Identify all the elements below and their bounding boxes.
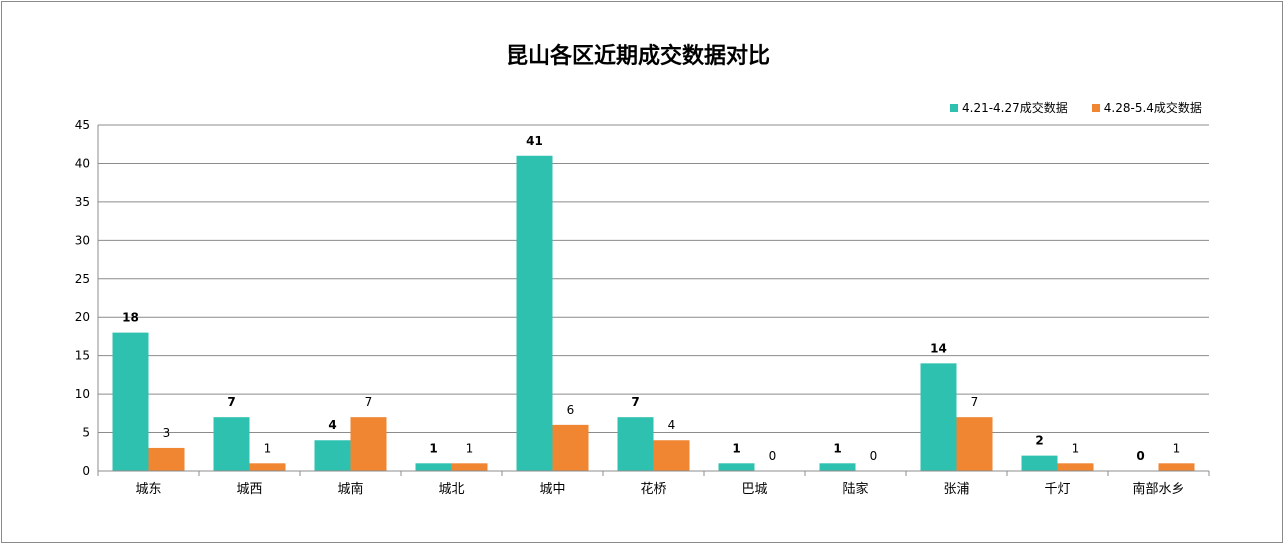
bar-series-2 [451, 463, 488, 471]
data-label-series-1: 18 [122, 311, 139, 325]
x-tick-label: 陆家 [842, 481, 868, 497]
bar-series-2 [1057, 463, 1094, 471]
data-label-series-1: 1 [833, 441, 841, 455]
data-label-series-1: 0 [1136, 449, 1144, 463]
data-label-series-1: 41 [526, 134, 543, 148]
legend-label-series-2: 4.28-5.4成交数据 [1103, 101, 1202, 115]
data-label-series-2: 0 [870, 449, 878, 463]
y-tick-label: 5 [82, 426, 90, 440]
chart-title: 昆山各区近期成交数据对比 [505, 43, 770, 69]
grid-lines [98, 124, 1209, 434]
data-label-series-1: 7 [631, 395, 639, 409]
y-tick-label: 45 [75, 118, 90, 132]
bar-series-1 [415, 463, 452, 471]
x-tick-label: 城西 [236, 482, 262, 497]
bar-series-1 [819, 463, 856, 471]
y-tick-label: 35 [75, 195, 90, 209]
data-label-series-1: 14 [930, 341, 947, 355]
x-tick-label: 张浦 [943, 482, 969, 497]
x-tick-label: 南部水乡 [1132, 481, 1184, 497]
data-label-series-2: 7 [971, 395, 979, 409]
y-tick-label: 0 [82, 464, 90, 478]
data-label-series-2: 4 [668, 418, 676, 432]
bar-series-1 [920, 363, 957, 471]
data-label-series-1: 1 [429, 441, 437, 455]
chart-legend: 4.21-4.27成交数据 4.28-5.4成交数据 [950, 99, 1226, 116]
legend-label-series-1: 4.21-4.27成交数据 [962, 101, 1068, 115]
data-label-series-2: 0 [769, 449, 777, 463]
bar-series-1 [718, 463, 755, 471]
data-label-series-2: 1 [466, 441, 474, 455]
data-label-series-2: 6 [567, 403, 575, 417]
bar-series-2 [552, 424, 589, 471]
data-label-series-1: 4 [328, 418, 336, 432]
y-tick-label: 15 [75, 349, 90, 363]
x-tick-label: 千灯 [1044, 482, 1070, 497]
legend-swatch-series-1 [950, 103, 958, 112]
x-tick-label: 花桥 [640, 481, 666, 497]
y-tick-label: 25 [75, 272, 90, 286]
data-label-series-2: 1 [1072, 441, 1080, 455]
bar-series-1 [516, 155, 553, 471]
bar-series-1 [1021, 455, 1058, 471]
bars [112, 155, 1195, 471]
x-tick-label: 城中 [539, 482, 565, 497]
y-tick-label: 10 [75, 387, 90, 401]
data-label-series-1: 7 [227, 395, 235, 409]
bar-series-2 [956, 417, 993, 471]
legend-item-series-2: 4.28-5.4成交数据 [1091, 99, 1202, 116]
y-tick-label: 40 [75, 156, 90, 170]
x-tick-label: 城北 [438, 482, 464, 497]
bar-series-1 [112, 332, 149, 471]
data-label-series-2: 7 [365, 395, 373, 409]
legend-item-series-1: 4.21-4.27成交数据 [950, 99, 1068, 116]
data-label-series-2: 1 [1173, 441, 1181, 455]
data-label-series-1: 1 [732, 441, 740, 455]
bar-series-2 [148, 447, 185, 471]
bar-series-1 [617, 417, 654, 471]
bar-series-1 [213, 417, 250, 471]
bar-series-2 [1158, 463, 1195, 471]
data-label-series-2: 3 [163, 426, 171, 440]
y-tick-label: 30 [75, 233, 90, 247]
bar-series-2 [249, 463, 286, 471]
x-tick-label: 巴城 [741, 482, 767, 497]
x-tick-label: 城东 [135, 482, 161, 497]
y-tick-label: 20 [75, 310, 90, 324]
legend-swatch-series-2 [1091, 103, 1100, 112]
bar-series-1 [314, 440, 351, 471]
x-tick-label: 城南 [337, 481, 363, 497]
bar-series-2 [653, 440, 690, 471]
data-label-series-1: 2 [1035, 434, 1043, 448]
data-label-series-2: 1 [264, 441, 272, 455]
bar-series-2 [350, 417, 387, 471]
